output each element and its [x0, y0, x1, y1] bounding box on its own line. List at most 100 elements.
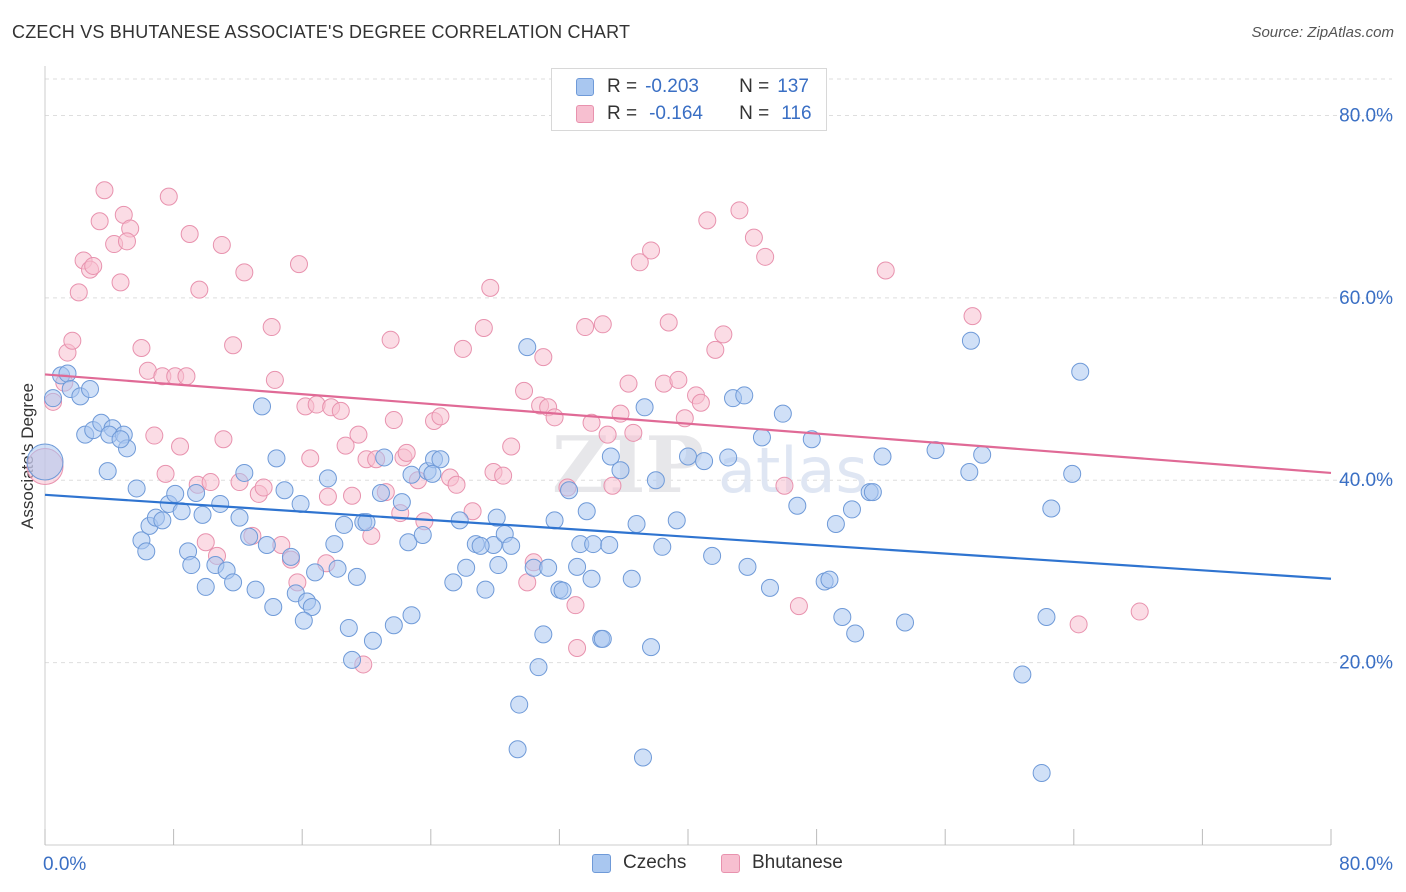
czech-point-110	[703, 546, 722, 565]
bhutanese-point-111	[789, 597, 808, 616]
czech-point-125	[846, 624, 865, 643]
czech-point-41	[267, 449, 286, 468]
bhutanese-swatch	[576, 105, 594, 123]
czech-point-42	[275, 481, 294, 500]
bhutanese-point-32	[214, 430, 233, 449]
czech-point-140	[600, 535, 619, 554]
legend-item-bhutanese: Bhutanese	[721, 852, 843, 874]
watermark-atlas: atlas	[718, 434, 868, 507]
czech-point-105	[646, 471, 665, 490]
bhutanese-point-108	[744, 228, 763, 247]
bhutanese-legend-swatch	[721, 853, 740, 873]
bhutanese-point-33	[224, 336, 243, 355]
bhutanese-point-38	[254, 478, 273, 497]
czech-point-38	[253, 397, 272, 416]
czech-point-91	[560, 481, 579, 500]
trend-lines	[44, 373, 1332, 580]
czech-point-99	[611, 461, 630, 480]
czech-point-92	[568, 557, 587, 576]
czech-point-43	[281, 547, 300, 566]
bhutanese-point-23	[171, 437, 190, 456]
bhutanese-point-18	[145, 426, 164, 445]
czech-point-135	[1032, 763, 1051, 782]
czech-point-36	[240, 527, 259, 546]
czechs-r-value: -0.203	[645, 76, 699, 97]
czech-point-18	[137, 542, 156, 561]
bhutanese-point-95	[624, 423, 643, 442]
bhutanese-point-109	[756, 247, 775, 266]
bhutanese-point-15	[117, 232, 136, 251]
czech-point-26	[182, 556, 201, 575]
bhutanese-point-114	[1069, 615, 1088, 634]
czech-point-104	[642, 638, 661, 657]
czech-point-64	[402, 465, 421, 484]
bhutanese-point-104	[698, 211, 717, 230]
czechs-legend-label: Czechs	[623, 852, 687, 873]
czech-point-74	[476, 580, 495, 599]
bhutanese-point-78	[515, 381, 534, 400]
czech-point-16	[127, 479, 146, 498]
czech-point-28	[193, 505, 212, 524]
czech-point-27	[187, 484, 206, 503]
czech-point-98	[601, 447, 620, 466]
czechs-trend-line	[44, 493, 1332, 580]
bhutanese-point-52	[336, 436, 355, 455]
czech-point-35	[235, 463, 254, 482]
czech-point-77	[487, 508, 506, 527]
bhutanese-point-73	[474, 318, 493, 337]
bhutanese-point-10	[95, 181, 114, 200]
czech-point-86	[534, 625, 553, 644]
bhutanese-point-60	[381, 330, 400, 349]
bhutanese-point-8	[84, 256, 103, 275]
czech-point-90	[553, 581, 572, 600]
czech-point-143	[294, 611, 313, 630]
stats-legend: R = -0.203 N = 137 R = -0.164 N = 116	[551, 68, 827, 131]
czech-point-23	[166, 484, 185, 503]
bhutanese-point-97	[642, 241, 661, 260]
czech-point-113	[735, 386, 754, 405]
bhutanese-point-99	[659, 313, 678, 332]
bhutanese-point-106	[714, 325, 733, 344]
czech-point-1	[44, 389, 63, 408]
czech-point-31	[211, 494, 230, 513]
czech-point-137	[1071, 362, 1090, 381]
bhutanese-point-74	[481, 278, 500, 297]
legend-row-czechs: R = -0.203 N = 137	[576, 76, 809, 98]
bhutanese-point-16	[132, 339, 151, 358]
bhutanese-point-70	[447, 475, 466, 494]
czech-point-52	[334, 515, 353, 534]
bhutanese-point-49	[318, 487, 337, 506]
czech-point-127	[863, 483, 882, 502]
czech-point-124	[842, 500, 861, 519]
bhutanese-r-label: R =	[607, 103, 638, 124]
czech-point-123	[833, 608, 852, 627]
bhutanese-point-61	[384, 411, 403, 430]
bhutanese-point-92	[603, 476, 622, 495]
czech-point-34	[230, 508, 249, 527]
czech-point-58	[363, 631, 382, 650]
y-tick-label-0: 20.0%	[1339, 653, 1393, 674]
legend-row-bhutanese: R = -0.164 N = 116	[576, 103, 812, 125]
czech-point-97	[593, 629, 612, 648]
czech-point-87	[539, 558, 558, 577]
czech-point-59	[371, 484, 390, 503]
czech-point-3	[58, 364, 77, 383]
czechs-n-value: 137	[777, 76, 809, 97]
czech-point-71	[450, 511, 469, 530]
czech-point-141	[582, 569, 601, 588]
czech-point-21	[153, 511, 172, 530]
points	[26, 181, 1149, 782]
czech-point-47	[302, 597, 321, 616]
bhutanese-point-51	[331, 401, 350, 420]
czech-point-14	[111, 430, 130, 449]
czech-point-136	[1042, 499, 1061, 518]
bhutanese-point-39	[262, 318, 281, 337]
source-label: Source: ZipAtlas.com	[1251, 24, 1394, 41]
czech-point-0	[26, 443, 64, 481]
bhutanese-point-103	[691, 393, 710, 412]
czechs-r-label: R =	[607, 76, 638, 97]
x-tick-label-0: 0.0%	[43, 854, 86, 875]
czech-point-49	[318, 469, 337, 488]
bhutanese-point-100	[669, 370, 688, 389]
